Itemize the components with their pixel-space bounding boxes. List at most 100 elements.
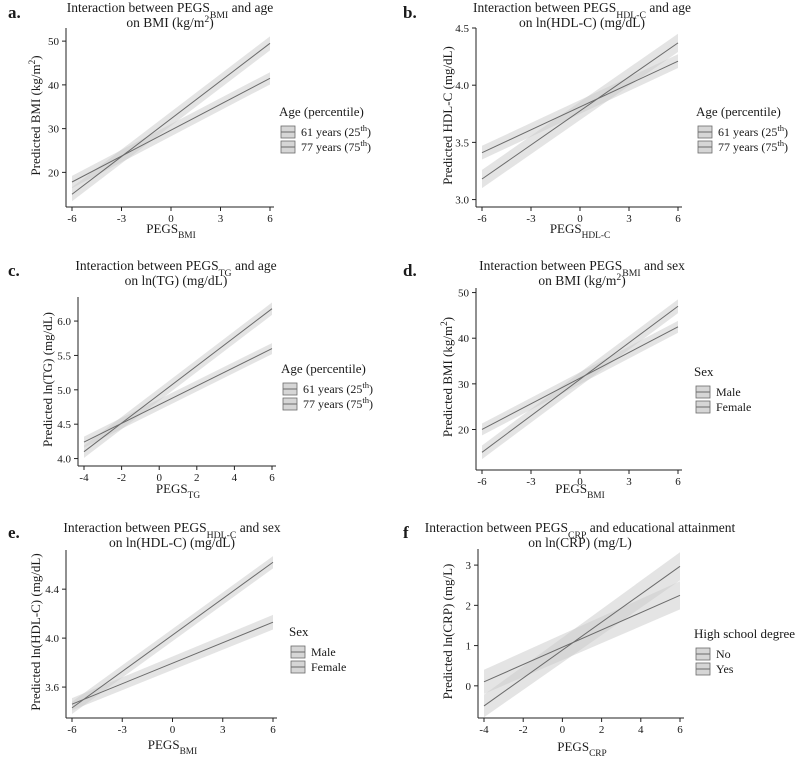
legend-title: Sex (694, 364, 714, 379)
legend-entry: 77 years (75th) (303, 395, 373, 411)
y-tick-label: 3.6 (45, 682, 59, 694)
y-tick-label: 20 (48, 167, 60, 179)
chart-title-line2: on ln(HDL-C) (mg/dL) (519, 15, 645, 30)
legend: Age (percentile) 61 years (25th)77 years … (696, 104, 788, 154)
legend: Age (percentile) 61 years (25th)77 years … (279, 104, 371, 154)
legend-title: Sex (289, 624, 309, 639)
x-tick-label: 6 (270, 724, 276, 736)
x-axis-label: PEGSBMI (146, 221, 195, 241)
legend-title: High school degree (694, 626, 795, 641)
y-axis-label: Predicted BMI (kg/m2) (28, 55, 43, 175)
chart-title-line2: on ln(CRP) (mg/L) (528, 535, 632, 550)
legend-entry: Male (311, 645, 336, 659)
x-tick-label: 0 (168, 213, 174, 225)
chart-title-line2: on BMI (kg/m2) (538, 272, 625, 289)
panel-label: e. (8, 523, 20, 542)
legend-title: Age (percentile) (279, 104, 364, 119)
fit-line-2 (481, 60, 679, 154)
x-tick-label: 4 (638, 724, 644, 736)
y-tick-label: 40 (458, 333, 470, 345)
y-tick-label: 3.0 (455, 195, 469, 207)
legend-entry: 61 years (25th) (303, 380, 373, 396)
fit-line-2 (83, 348, 273, 443)
x-axis-label: PEGSTG (156, 481, 201, 501)
legend-entry: 61 years (25th) (718, 123, 788, 139)
y-tick-label: 4.0 (45, 633, 59, 645)
y-axis-label: Predicted BMI (kg/m2) (440, 317, 455, 437)
y-tick-label: 40 (48, 80, 60, 92)
fit-line-1 (71, 42, 271, 195)
chart-title: Interaction between PEGSBMI and sex (479, 258, 685, 279)
panel-b: b. Interaction between PEGSHDL-C and ageo… (403, 0, 788, 241)
y-tick-label: 50 (458, 288, 470, 300)
y-tick-label: 0 (466, 681, 472, 693)
x-tick-label: 4 (232, 472, 238, 484)
y-tick-label: 50 (48, 36, 60, 48)
legend-title: Age (percentile) (281, 361, 366, 376)
x-tick-label: 0 (560, 724, 566, 736)
legend-entry: Female (716, 400, 751, 414)
fit-line-1 (481, 42, 679, 180)
y-axis-label: Predicted ln(CRP) (mg/L) (440, 564, 455, 700)
x-tick-label: 0 (156, 472, 162, 484)
x-tick-label: -4 (479, 724, 489, 736)
x-tick-label: 3 (218, 213, 224, 225)
y-tick-label: 4.4 (45, 584, 59, 596)
x-tick-label: 0 (170, 724, 176, 736)
x-tick-label: 6 (675, 213, 681, 225)
x-tick-label: 3 (626, 476, 632, 488)
fit-line-2 (481, 326, 679, 430)
x-tick-label: -6 (477, 213, 487, 225)
panel-a: a. Interaction between PEGSBMI and ageon … (8, 0, 371, 241)
legend-entry: Female (311, 660, 346, 674)
x-tick-label: -2 (117, 472, 126, 484)
x-tick-label: 6 (269, 472, 275, 484)
chart-title-line2: on ln(HDL-C) (mg/dL) (109, 535, 235, 550)
panel-label: b. (403, 3, 417, 22)
y-tick-label: 6.0 (57, 316, 71, 328)
y-tick-label: 4.0 (455, 80, 469, 92)
fit-line-1 (483, 565, 681, 707)
y-tick-label: 4.5 (57, 419, 71, 431)
y-tick-label: 2 (466, 600, 472, 612)
panel-label: f (403, 523, 409, 542)
x-tick-label: -4 (79, 472, 89, 484)
x-axis-label: PEGSHDL-C (550, 221, 610, 241)
x-tick-label: 3 (220, 724, 226, 736)
ci-band-2 (484, 581, 680, 694)
legend-entry: 61 years (25th) (301, 123, 371, 139)
x-tick-label: 6 (267, 213, 273, 225)
legend-entry: Yes (716, 662, 734, 676)
y-tick-label: 20 (458, 424, 470, 436)
x-tick-label: -3 (526, 213, 536, 225)
fit-line-1 (481, 305, 679, 453)
x-tick-label: -3 (118, 724, 128, 736)
y-tick-label: 5.0 (57, 385, 71, 397)
legend-entry: Male (716, 385, 741, 399)
panel-label: a. (8, 3, 21, 22)
fit-line-2 (71, 77, 271, 183)
panel-label: c. (8, 261, 20, 280)
y-axis-label: Predicted HDL-C (mg/dL) (440, 46, 455, 185)
chart-title: Interaction between PEGSBMI and age (67, 0, 274, 21)
legend-entry: 77 years (75th) (301, 138, 371, 154)
fit-line-1 (83, 308, 273, 453)
y-tick-label: 4.5 (455, 23, 469, 35)
panel-label: d. (403, 261, 417, 280)
y-axis-label: Predicted ln(HDL-C) (mg/dL) (28, 553, 43, 710)
x-tick-label: 2 (599, 724, 605, 736)
chart-title: Interaction between PEGSHDL-C and sex (63, 520, 280, 541)
legend-title: Age (percentile) (696, 104, 781, 119)
y-axis-label: Predicted ln(TG) (mg/dL) (40, 312, 55, 447)
panel-f: f Interaction between PEGSCRP and educati… (403, 520, 795, 759)
fit-line-2 (483, 594, 681, 683)
chart-title-line2: on ln(TG) (mg/dL) (125, 273, 228, 288)
chart-title: Interaction between PEGSTG and age (75, 258, 276, 279)
x-tick-label: -3 (117, 213, 127, 225)
legend-entry: No (716, 647, 731, 661)
legend-entry: 77 years (75th) (718, 138, 788, 154)
